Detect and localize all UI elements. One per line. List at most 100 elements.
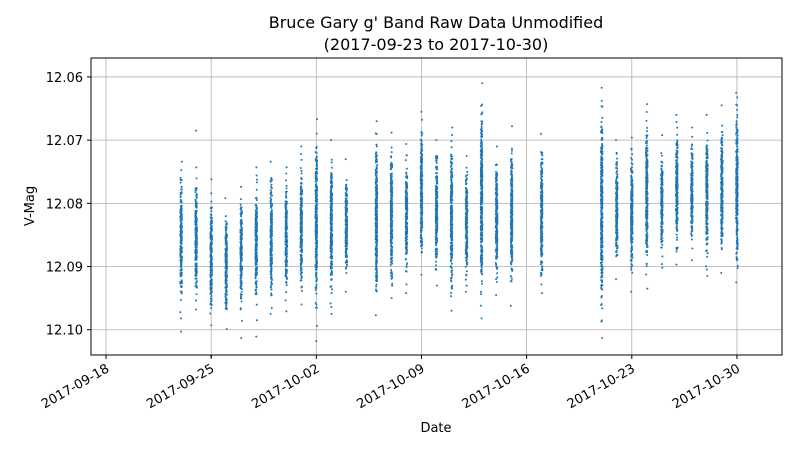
data-point [194,187,197,190]
data-point [465,251,468,254]
data-point [239,203,242,206]
data-point [480,280,483,283]
data-point [331,202,334,205]
data-point [300,234,303,237]
data-point [405,171,408,174]
data-point [210,261,213,264]
data-point [299,258,302,261]
data-point [389,164,392,167]
data-point [225,232,228,235]
data-point [375,288,378,291]
data-point [194,228,197,231]
data-point [330,228,333,231]
data-point [391,275,394,278]
data-point [270,277,273,280]
data-point [331,181,334,184]
data-point [180,218,183,221]
data-point [194,282,197,285]
data-point [269,236,272,239]
data-point [405,234,408,237]
data-point [300,178,303,181]
data-point [255,262,258,265]
data-point [450,164,453,167]
data-point [329,273,332,276]
data-point [374,252,377,255]
data-point [450,238,453,241]
data-point [180,292,183,295]
data-point [209,213,212,216]
data-point [270,249,273,252]
data-point [225,301,228,304]
data-point [375,241,378,244]
data-point [195,274,198,277]
data-point [405,222,408,225]
data-point [420,236,423,239]
data-point [464,278,467,281]
data-point [389,176,392,179]
data-point [406,210,409,213]
data-point [270,206,273,209]
data-point [239,284,242,287]
data-point [195,196,198,199]
data-point [254,255,257,258]
data-point [240,206,243,209]
data-point [405,187,408,190]
data-point [374,153,377,156]
data-point [465,154,468,157]
data-point [285,192,288,195]
data-point [194,191,197,194]
data-point [375,193,378,196]
night-series [284,166,289,313]
data-point [345,224,348,227]
data-point [420,160,423,163]
data-point [180,186,183,189]
data-point [331,197,334,200]
data-point [375,167,378,170]
data-point [450,269,453,272]
data-point [300,286,303,289]
data-point [344,255,347,258]
data-point [195,254,198,257]
data-point [179,317,182,320]
data-point [195,277,198,280]
data-point [390,210,393,213]
data-point [419,176,422,179]
data-point [390,297,393,300]
data-point [375,183,378,186]
data-point [451,133,454,136]
data-point [210,220,213,223]
data-point [300,225,303,228]
data-point [224,197,227,200]
data-point [389,258,392,261]
data-point [300,158,303,161]
data-point [180,246,183,249]
data-point [179,198,182,201]
data-point [270,183,273,186]
data-point [390,221,393,224]
data-point [450,201,453,204]
night-series [464,154,469,293]
data-point [315,192,318,195]
data-point [344,239,347,242]
data-point [195,281,198,284]
data-point [315,268,318,271]
data-point [270,261,272,264]
data-point [449,265,452,268]
data-point [195,188,198,191]
data-point [240,259,243,262]
data-point [195,201,198,204]
data-point [404,190,407,193]
data-point [269,160,272,163]
data-point [256,211,259,214]
data-point [239,241,242,244]
data-point [239,275,242,278]
data-point [255,257,258,260]
night-series [419,110,424,276]
data-point [450,222,453,225]
data-point [179,177,182,180]
data-point [179,239,182,242]
data-point [450,199,453,202]
data-point [240,300,243,303]
data-point [225,246,228,249]
data-point [269,242,272,245]
